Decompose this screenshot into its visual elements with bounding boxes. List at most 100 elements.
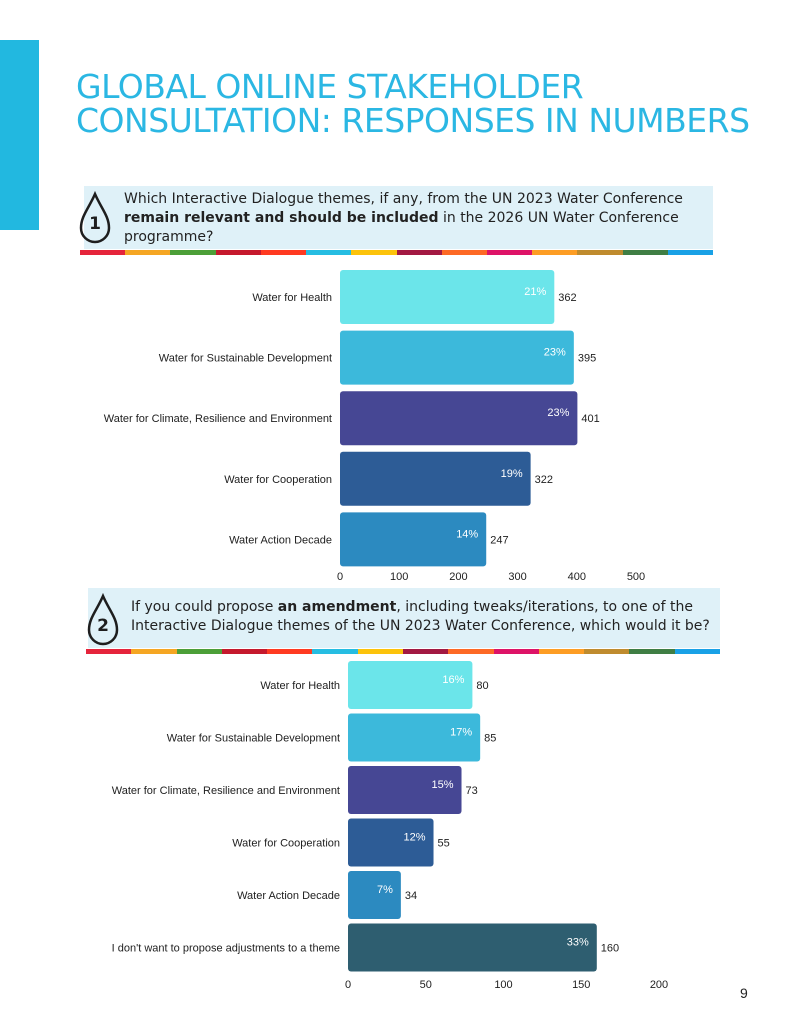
x-tick-label: 200	[449, 571, 467, 583]
question-text-part: in the 2026 UN Water Conference programm…	[124, 210, 679, 245]
x-tick-label: 0	[345, 979, 351, 991]
strip-segment	[402, 649, 449, 654]
page-number: 9	[740, 985, 748, 1001]
strip-segment	[306, 250, 352, 255]
value-label: 322	[535, 474, 553, 486]
strip-segment	[131, 649, 177, 654]
value-label: 85	[484, 733, 496, 745]
bar	[348, 923, 597, 972]
strip-segment	[260, 250, 307, 255]
question-text-part: Which Interactive Dialogue themes, if an…	[124, 191, 683, 207]
value-label: 401	[581, 413, 599, 425]
strip-segment	[125, 250, 171, 255]
category-label: Water Action Decade	[237, 890, 340, 902]
question-2-box	[88, 588, 720, 648]
strip-segment	[221, 649, 268, 654]
strip-segment	[448, 649, 494, 654]
percent-label: 19%	[501, 468, 523, 480]
question-text-bold: an amendment	[277, 599, 397, 615]
percent-label: 14%	[456, 528, 478, 540]
sdg-color-strip	[80, 250, 714, 255]
value-label: 395	[578, 353, 596, 365]
strip-segment	[396, 250, 442, 255]
x-tick-label: 100	[494, 979, 512, 991]
percent-label: 7%	[377, 884, 393, 896]
water-drop-icon	[87, 592, 119, 646]
strip-segment	[493, 649, 539, 654]
x-tick-label: 150	[572, 979, 590, 991]
strip-segment	[86, 649, 132, 654]
strip-segment	[215, 250, 261, 255]
category-label: Water for Health	[260, 680, 340, 692]
strip-segment	[80, 250, 126, 255]
strip-segment	[170, 250, 216, 255]
sdg-color-strip	[86, 649, 720, 654]
bar	[340, 451, 531, 506]
category-label: Water for Climate, Resilience and Enviro…	[112, 785, 340, 797]
percent-label: 12%	[403, 832, 425, 844]
strip-segment	[441, 250, 487, 255]
percent-label: 21%	[524, 286, 546, 298]
x-tick-label: 100	[390, 571, 408, 583]
water-drop-icon	[79, 190, 111, 244]
category-label: I don't want to propose adjustments to a…	[112, 943, 340, 955]
value-label: 80	[476, 680, 488, 692]
strip-segment	[486, 250, 533, 255]
strip-segment	[357, 649, 403, 654]
x-tick-label: 50	[420, 979, 432, 991]
category-label: Water for Health	[252, 292, 332, 304]
strip-segment	[538, 649, 585, 654]
strip-segment	[674, 649, 720, 654]
category-label: Water Action Decade	[229, 534, 332, 546]
percent-label: 15%	[431, 779, 453, 791]
question-text-part: If you could propose	[131, 599, 278, 615]
strip-segment	[667, 250, 714, 255]
category-label: Water for Sustainable Development	[167, 733, 340, 745]
category-label: Water for Cooperation	[224, 474, 332, 486]
question-number: 1	[89, 214, 101, 234]
accent-bar	[0, 40, 39, 230]
value-label: 247	[490, 534, 508, 546]
question-text-part: , including tweaks/iterations, to one of…	[131, 599, 710, 634]
strip-segment	[176, 649, 222, 654]
strip-segment	[532, 250, 578, 255]
question-number: 2	[97, 616, 109, 636]
bar	[348, 818, 434, 867]
page-title: GLOBAL ONLINE STAKEHOLDER CONSULTATION: …	[76, 67, 750, 140]
bar	[348, 661, 473, 709]
strip-segment	[584, 649, 630, 654]
bar	[340, 391, 578, 446]
strip-segment	[312, 649, 358, 654]
value-label: 34	[405, 890, 417, 902]
bar	[340, 270, 555, 324]
bar	[348, 766, 462, 814]
strip-segment	[622, 250, 668, 255]
question-text-bold: remain relevant and should be included	[124, 210, 439, 226]
strip-segment	[629, 649, 675, 654]
percent-label: 33%	[567, 937, 589, 949]
percent-label: 23%	[544, 347, 566, 359]
bar	[348, 871, 401, 919]
value-label: 73	[466, 785, 478, 797]
category-label: Water for Cooperation	[232, 838, 340, 850]
category-label: Water for Sustainable Development	[159, 353, 332, 365]
value-label: 160	[601, 943, 619, 955]
bar	[348, 713, 481, 762]
x-tick-label: 0	[337, 571, 343, 583]
chart-q2: Water for Health 16% 80 Water for Sustainab…	[112, 661, 668, 991]
value-label: 362	[558, 292, 576, 304]
percent-label: 17%	[450, 727, 472, 739]
x-tick-label: 500	[627, 571, 645, 583]
x-tick-label: 400	[568, 571, 586, 583]
x-tick-label: 300	[508, 571, 526, 583]
strip-segment	[351, 250, 397, 255]
category-label: Water for Climate, Resilience and Enviro…	[104, 413, 332, 425]
question-2-text: If you could propose an amendment, inclu…	[131, 598, 716, 636]
percent-label: 16%	[442, 674, 464, 686]
question-1-box	[84, 186, 713, 249]
chart-q1: Water for Health 21% 362 Water for Sustaina…	[104, 270, 645, 583]
question-1-text: Which Interactive Dialogue themes, if an…	[124, 190, 704, 247]
percent-label: 23%	[547, 407, 569, 419]
strip-segment	[267, 649, 313, 654]
value-label: 55	[438, 838, 450, 850]
